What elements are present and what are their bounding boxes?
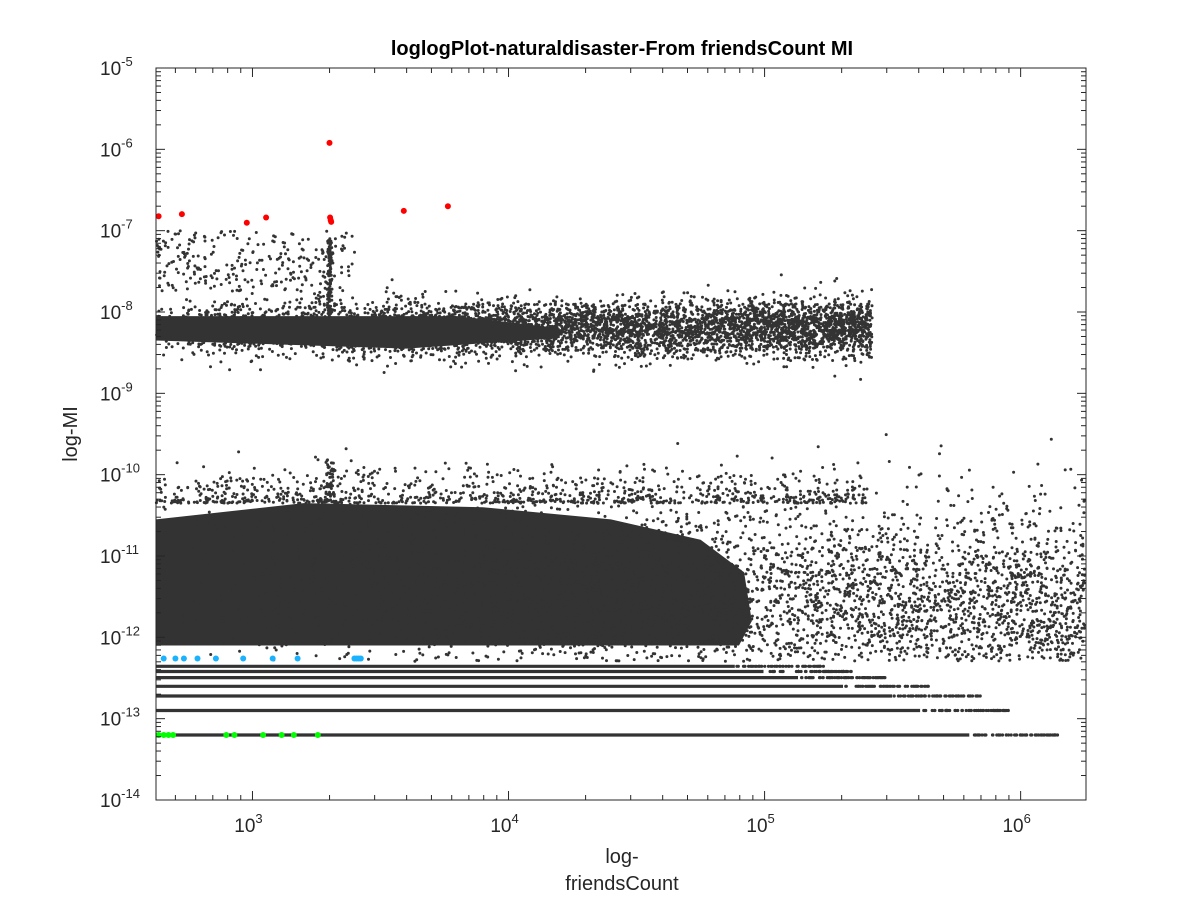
series-high	[155, 139, 451, 226]
point-low	[240, 655, 247, 662]
series-low	[160, 655, 364, 662]
point-lowest	[278, 732, 285, 738]
quantized-row-tail	[892, 694, 982, 698]
quantized-row-tail	[800, 676, 887, 680]
dense-core-region	[156, 503, 752, 646]
y-tick-label: 10-13	[100, 705, 140, 731]
x-axis-ticks: 103 104 105 106	[174, 68, 1031, 837]
x-axis-label-line2: friendsCount	[565, 873, 679, 895]
x-tick-label: 105	[746, 811, 774, 837]
point-lowest	[231, 732, 238, 738]
quantized-row-tail	[735, 664, 825, 668]
y-axis-ticks: 10-14 10-13 10-12 10-11 10-10 10-9 10-8 10-7 10-…	[100, 54, 1086, 812]
point-low	[172, 655, 179, 662]
point-high	[400, 207, 407, 214]
point-low	[194, 655, 201, 662]
point-high	[326, 139, 333, 146]
y-tick-label: 10-6	[100, 135, 133, 161]
point-low	[357, 655, 364, 662]
point-lowest	[170, 732, 177, 738]
point-lowest	[223, 732, 230, 738]
y-tick-label: 10-11	[100, 542, 139, 568]
point-high	[155, 213, 162, 220]
point-high	[263, 214, 270, 221]
y-tick-label: 10-10	[100, 461, 140, 487]
point-low	[180, 655, 187, 662]
point-high	[243, 219, 250, 226]
point-low	[212, 655, 219, 662]
y-tick-label: 10-9	[100, 379, 133, 405]
point-low	[160, 655, 167, 662]
point-low	[269, 655, 276, 662]
lower-scatter-points	[154, 433, 1087, 663]
x-tick-label: 104	[490, 811, 518, 837]
quantized-rows-layer	[156, 664, 1060, 737]
y-tick-label: 10-14	[100, 786, 140, 812]
point-low	[294, 655, 301, 662]
plot-area	[156, 68, 1086, 800]
point-high	[178, 211, 185, 218]
point-lowest	[165, 732, 172, 738]
dense-scatter-layer	[154, 229, 1087, 663]
y-tick-label: 10-8	[100, 298, 133, 324]
quantized-row-tail	[844, 684, 930, 688]
x-tick-label: 103	[234, 811, 262, 837]
quantized-row-tail	[922, 708, 1010, 713]
point-lowest	[314, 732, 321, 738]
quantized-row-tail	[768, 669, 853, 674]
chart-title: loglogPlot-naturaldisaster-From friendsC…	[391, 38, 853, 60]
plot-frame	[155, 67, 1087, 801]
point-high	[444, 203, 451, 210]
quantized-row-tail	[972, 733, 1060, 737]
point-lowest	[260, 732, 267, 738]
highlight-series-layer	[155, 139, 451, 738]
y-axis-label: log-MI	[60, 406, 82, 462]
y-tick-label: 10-5	[100, 54, 133, 80]
y-tick-label: 10-7	[100, 217, 133, 243]
point-high	[328, 218, 335, 225]
point-lowest	[160, 732, 167, 738]
x-tick-label: 106	[1002, 811, 1030, 837]
point-lowest	[290, 732, 297, 738]
upper-band-core	[156, 316, 560, 349]
y-tick-label: 10-12	[100, 623, 140, 649]
x-axis-label-line1: log-	[605, 846, 638, 868]
